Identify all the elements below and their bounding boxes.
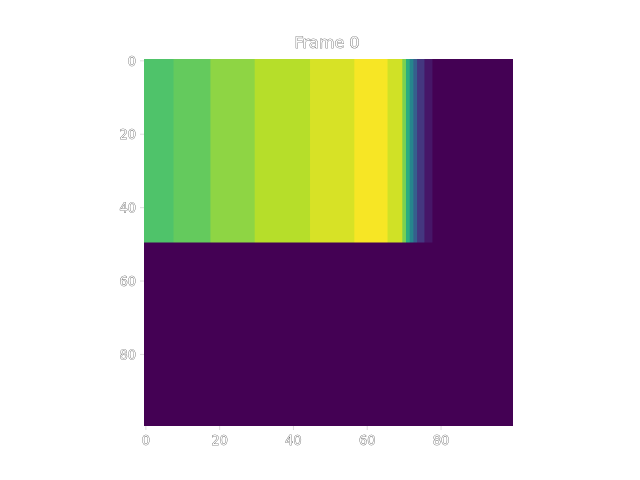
y-tick-label: 80 (119, 348, 136, 363)
x-tick-label: 20 (211, 434, 228, 449)
x-axis: 0 20 40 60 80 (141, 426, 450, 449)
heatmap-band-3 (254, 59, 311, 243)
heatmap-band-1 (173, 59, 212, 243)
heatmap-band-8 (405, 59, 411, 243)
heatmap-band-7 (402, 59, 407, 243)
x-tick-label: 0 (142, 434, 150, 449)
heatmap-band-6 (387, 59, 403, 243)
heatmap-band-2 (210, 59, 256, 243)
y-tick-label: 60 (119, 275, 136, 290)
y-tick-label: 20 (119, 128, 136, 143)
heatmap-band-9 (409, 59, 414, 243)
x-tick-label: 40 (285, 434, 302, 449)
x-tick-label: 80 (433, 434, 450, 449)
heatmap-band-0 (144, 59, 175, 243)
heatmap-band-12 (424, 59, 433, 243)
y-axis: 0 20 40 60 80 (119, 55, 144, 364)
x-tick-label: 60 (359, 434, 376, 449)
y-tick-label: 0 (128, 55, 136, 70)
heatmap-band-4 (310, 59, 355, 243)
heatmap-band-10 (413, 59, 418, 243)
y-tick-label: 40 (119, 202, 136, 217)
heatmap-cells (144, 59, 513, 426)
heatmap-band-11 (417, 59, 426, 243)
chart-title: Frame 0 (294, 33, 359, 52)
heatmap-band-5 (354, 59, 389, 243)
